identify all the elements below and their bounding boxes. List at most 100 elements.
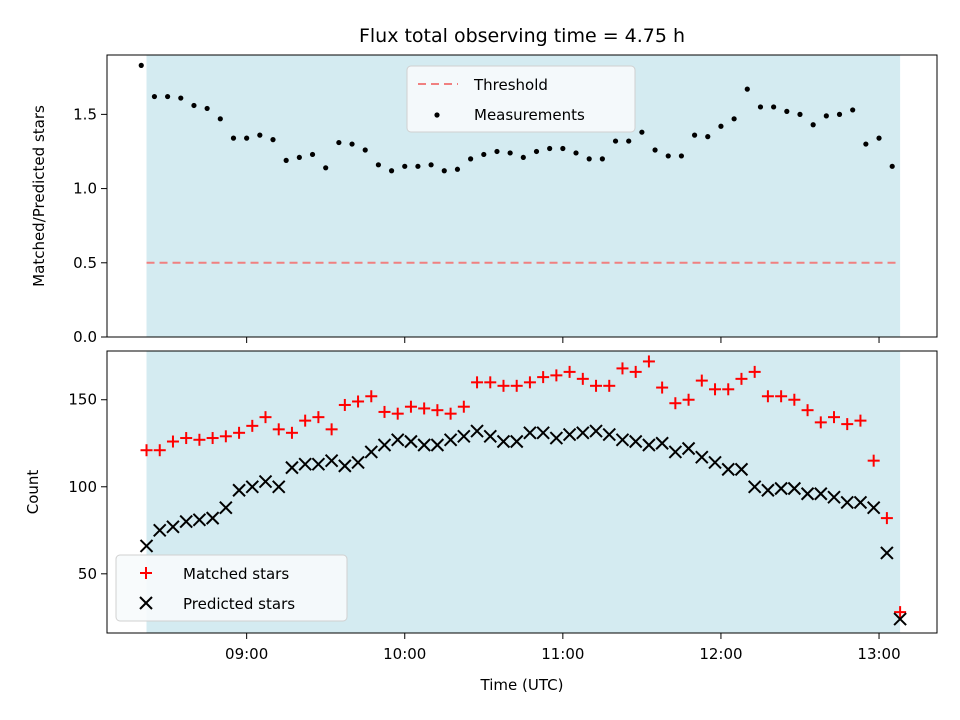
legend-matched-label: Matched stars bbox=[183, 565, 289, 583]
top-y-tick-label: 0.5 bbox=[73, 254, 97, 272]
predicted-star-point bbox=[827, 490, 841, 504]
measurement-point bbox=[388, 168, 395, 174]
legend-predicted-marker bbox=[139, 596, 153, 610]
predicted-star-point bbox=[721, 462, 735, 477]
measurement-point bbox=[481, 151, 487, 158]
matched-star-point bbox=[484, 376, 497, 389]
matched-star-point bbox=[788, 393, 801, 406]
legend-measurements-marker bbox=[434, 112, 440, 118]
measurement-point bbox=[560, 145, 566, 152]
measurement-point bbox=[191, 102, 197, 109]
predicted-star-point bbox=[576, 426, 590, 440]
predicted-star-point bbox=[681, 441, 696, 456]
legend-threshold-label: Threshold bbox=[473, 76, 548, 94]
measurement-point bbox=[771, 104, 777, 110]
matched-star-point bbox=[854, 414, 867, 427]
measurement-point bbox=[323, 165, 329, 171]
measurement-point bbox=[507, 150, 513, 156]
measurement-point bbox=[520, 154, 526, 161]
predicted-star-point bbox=[509, 434, 524, 449]
legend-predicted-label: Predicted stars bbox=[183, 595, 295, 613]
predicted-star-point bbox=[549, 431, 564, 445]
predicted-star-point bbox=[404, 434, 418, 449]
predicted-star-point bbox=[245, 480, 259, 494]
measurement-point bbox=[494, 148, 500, 155]
top-y-tick-label: 0.0 bbox=[73, 328, 97, 346]
measurement-point bbox=[889, 163, 895, 169]
predicted-star-point bbox=[642, 438, 656, 452]
matched-star-point bbox=[246, 419, 259, 432]
top-y-tick-label: 1.5 bbox=[73, 105, 97, 123]
measurement-point bbox=[863, 141, 869, 147]
chart-title: Flux total observing time = 4.75 h bbox=[359, 25, 685, 47]
predicted-star-point bbox=[139, 539, 154, 553]
matched-star-point bbox=[272, 423, 285, 436]
matched-star-point bbox=[312, 411, 325, 424]
matched-star-point bbox=[299, 414, 312, 427]
predicted-star-point bbox=[814, 487, 828, 501]
measurement-point bbox=[586, 156, 592, 162]
matched-star-point bbox=[444, 407, 457, 420]
matched-star-point bbox=[510, 379, 523, 392]
measurement-point bbox=[599, 156, 605, 162]
measurement-point bbox=[705, 134, 711, 140]
top-x-ticks bbox=[246, 337, 880, 343]
matched-star-point bbox=[682, 393, 695, 406]
matched-star-point bbox=[325, 423, 338, 436]
matched-star-point bbox=[801, 404, 814, 417]
predicted-star-point bbox=[602, 427, 616, 442]
matched-star-point bbox=[418, 402, 431, 415]
measurement-point bbox=[547, 145, 553, 152]
top-y-ticks: 0.0 0.5 1.0 1.5 bbox=[73, 105, 107, 346]
predicted-star-point bbox=[232, 483, 246, 497]
predicted-star-point bbox=[628, 434, 643, 449]
matched-star-point bbox=[206, 432, 219, 445]
predicted-star-point bbox=[893, 612, 907, 626]
measurement-points bbox=[138, 62, 895, 174]
matched-star-point bbox=[352, 395, 365, 408]
predicted-star-point bbox=[747, 480, 762, 494]
x-tick-label: 09:00 bbox=[225, 645, 268, 663]
predicted-star-point bbox=[562, 427, 577, 442]
matched-star-point bbox=[233, 426, 246, 439]
measurement-point bbox=[309, 151, 316, 158]
matched-star-point bbox=[457, 400, 470, 413]
measurement-point bbox=[165, 93, 171, 100]
measurement-point bbox=[718, 123, 724, 129]
matched-star-point bbox=[656, 381, 669, 394]
matched-star-point bbox=[153, 444, 166, 457]
predicted-star-point bbox=[615, 433, 630, 447]
matched-star-point bbox=[590, 379, 603, 392]
top-legend: Threshold Measurements bbox=[406, 65, 636, 133]
matched-star-point bbox=[523, 376, 536, 389]
measurement-point bbox=[349, 141, 355, 147]
measurement-point bbox=[876, 135, 882, 141]
measurement-point bbox=[836, 111, 843, 117]
measurement-point bbox=[296, 154, 302, 161]
predicted-star-point bbox=[483, 429, 497, 444]
measurement-point bbox=[678, 153, 685, 159]
measurement-point bbox=[652, 147, 658, 153]
matched-star-point bbox=[497, 379, 510, 392]
matched-star-point bbox=[576, 372, 589, 385]
predicted-star-point bbox=[272, 480, 286, 494]
predicted-star-point bbox=[734, 462, 749, 477]
predicted-star-point bbox=[153, 523, 167, 538]
matched-star-point bbox=[219, 430, 232, 443]
x-tick-label: 12:00 bbox=[699, 645, 742, 663]
matched-star-point bbox=[140, 444, 153, 457]
predicted-star-point bbox=[761, 483, 775, 497]
bottom-panel: 50 100 150 09:00 10:00 11:00 12:00 13:00 Count… bbox=[24, 350, 938, 694]
bottom-y-axis-label: Count bbox=[24, 470, 42, 515]
matched-star-point bbox=[748, 365, 761, 378]
predicted-star-point bbox=[324, 453, 339, 468]
predicted-star-point bbox=[589, 424, 603, 438]
bottom-y-tick-label: 150 bbox=[68, 391, 97, 409]
predicted-star-point bbox=[298, 457, 312, 471]
matched-star-point bbox=[391, 407, 404, 420]
predicted-star-point bbox=[880, 546, 894, 560]
measurement-point bbox=[428, 162, 434, 168]
matched-star-point bbox=[722, 383, 735, 396]
bottom-y-ticks: 50 100 150 bbox=[68, 391, 107, 583]
